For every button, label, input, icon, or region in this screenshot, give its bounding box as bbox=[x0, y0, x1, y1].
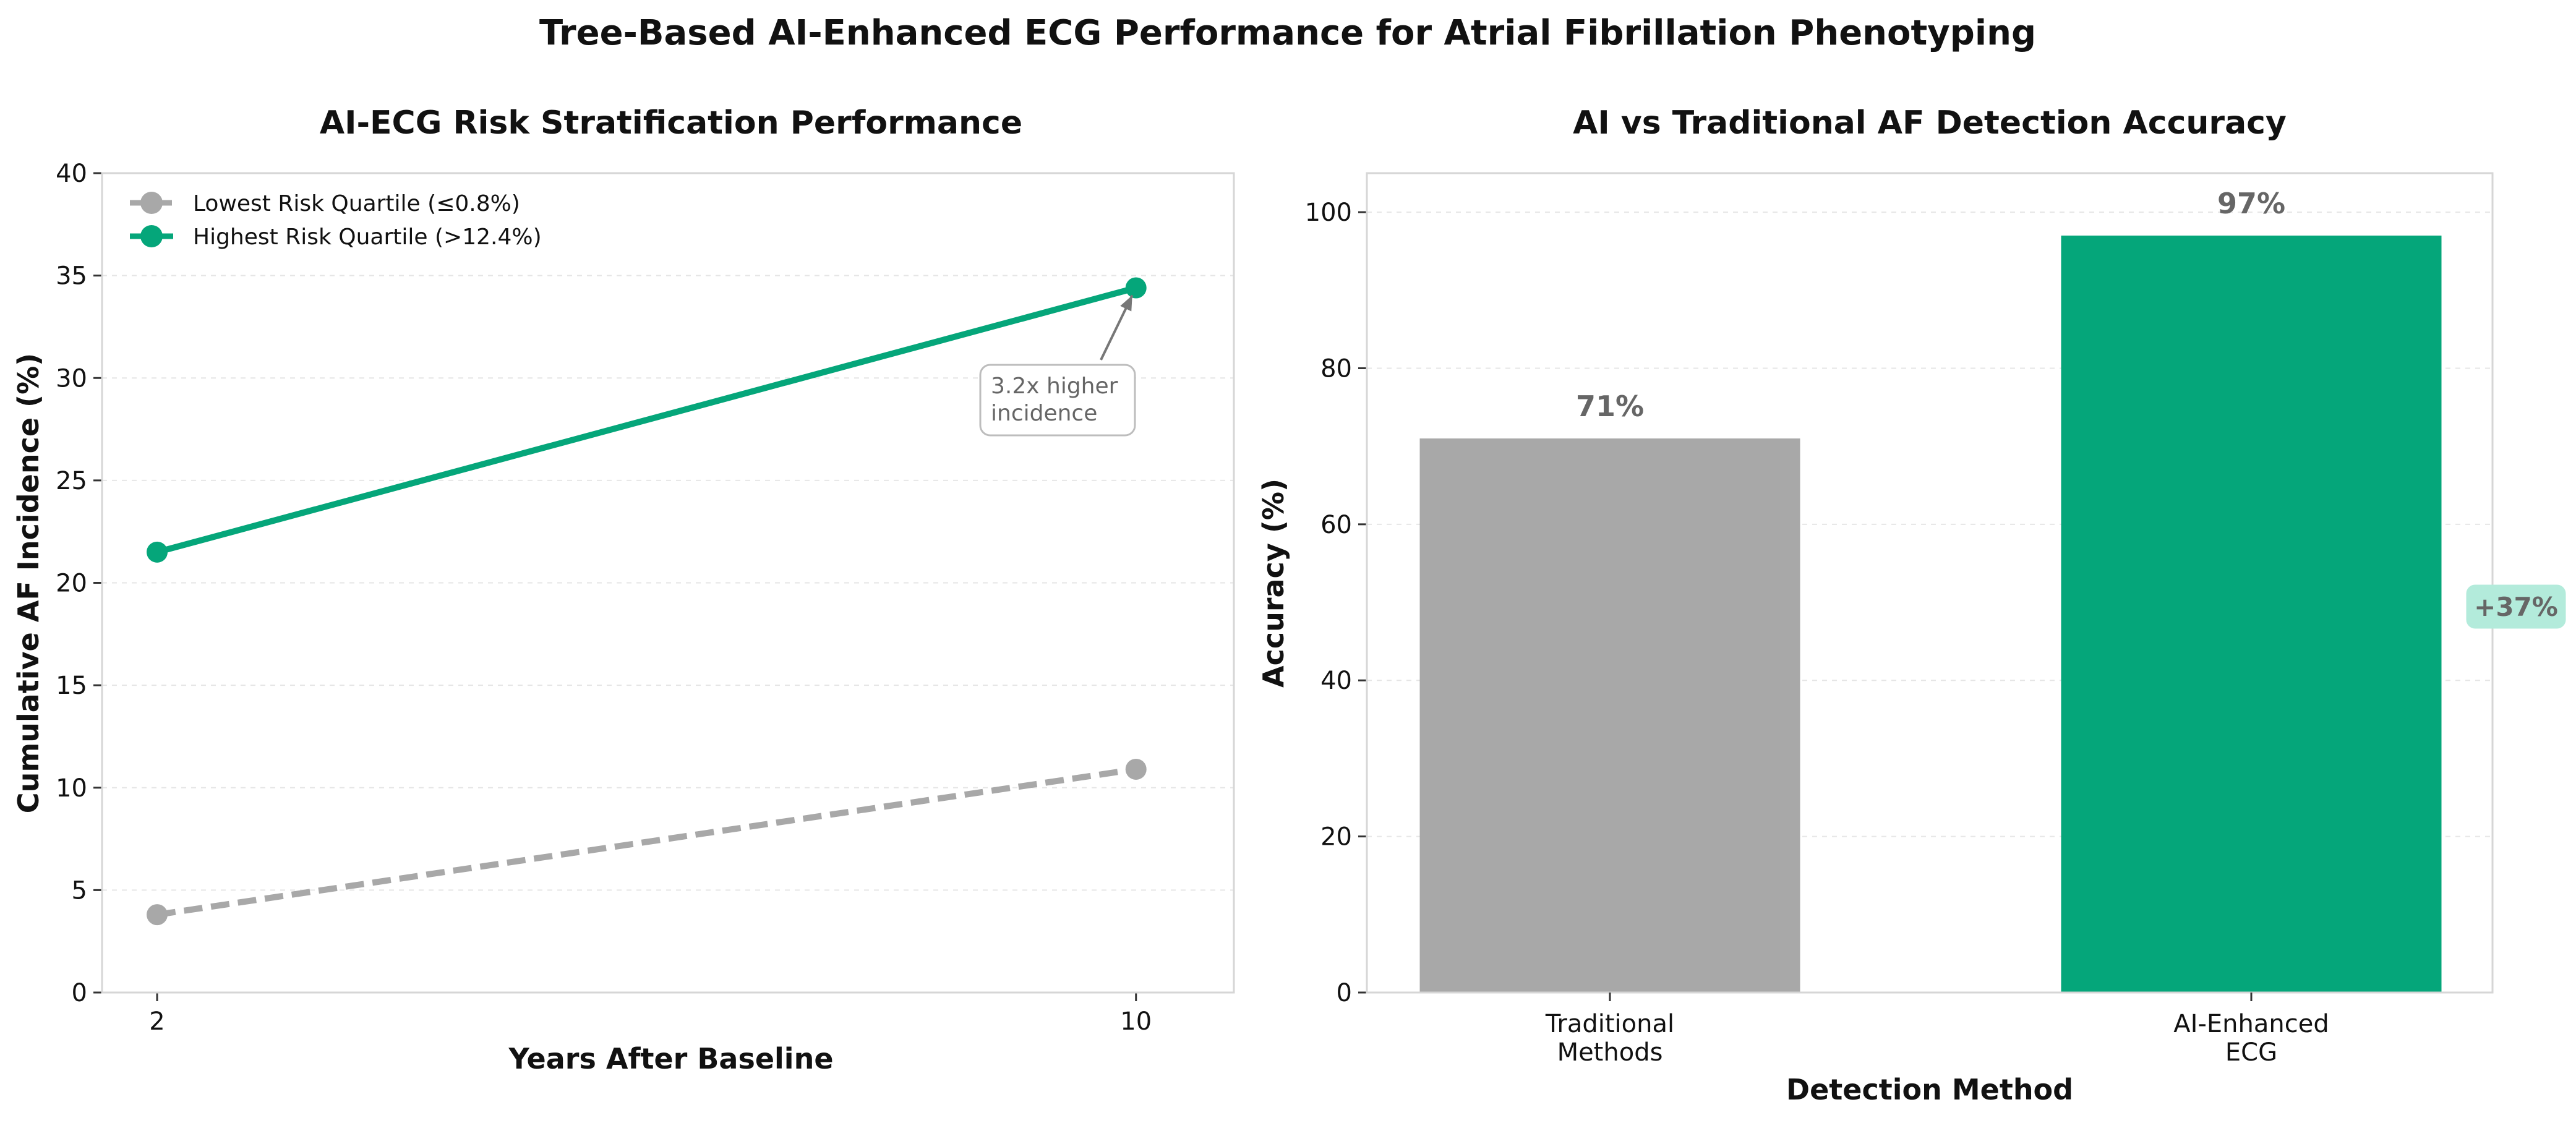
legend-label-highest: Highest Risk Quartile (>12.4%) bbox=[193, 224, 542, 250]
x-tick-label-line2: Methods bbox=[1557, 1038, 1663, 1067]
figure-title: Tree-Based AI-Enhanced ECG Performance f… bbox=[539, 13, 2036, 53]
legend-marker-highest bbox=[140, 225, 163, 247]
bar-chart-frame bbox=[1366, 172, 2494, 994]
annotation-text-line1: 3.2x higher bbox=[991, 374, 1118, 399]
bar-traditional bbox=[1419, 438, 1800, 993]
line-chart-x-axis-label: Years After Baseline bbox=[508, 1042, 833, 1075]
y-tick-label: 0 bbox=[72, 979, 87, 1007]
x-tick-label: 10 bbox=[1120, 1007, 1152, 1036]
annotation-arrowhead bbox=[1120, 295, 1132, 312]
bar-chart-y-ticks: 0 20 40 60 80 100 bbox=[1305, 199, 1367, 1007]
line-chart-frame bbox=[101, 172, 1235, 994]
bar-chart-y-axis-label: Accuracy (%) bbox=[1257, 479, 1290, 688]
y-tick-label: 40 bbox=[56, 160, 87, 188]
line-chart-y-ticks: 0 5 10 15 20 25 30 35 40 bbox=[56, 160, 102, 1007]
improvement-badge-bg bbox=[2466, 584, 2566, 629]
bar-chart-x-axis-label: Detection Method bbox=[1786, 1073, 2073, 1106]
bar-ai-enhanced bbox=[2061, 235, 2442, 993]
y-tick-label: 20 bbox=[1320, 823, 1352, 852]
line-chart-legend: Lowest Risk Quartile (≤0.8%) Highest Ris… bbox=[130, 191, 542, 250]
line-chart-y-axis-label: Cumulative AF Incidence (%) bbox=[12, 353, 45, 813]
x-tick-label-line1: AI-Enhanced bbox=[2173, 1010, 2329, 1038]
data-point-highest bbox=[1125, 277, 1147, 299]
improvement-badge: +37% bbox=[2466, 584, 2566, 629]
annotation-text-line2: incidence bbox=[991, 401, 1097, 426]
data-point-lowest bbox=[1125, 758, 1147, 780]
bar-value-label: 97% bbox=[2217, 187, 2285, 220]
data-point-highest bbox=[147, 541, 168, 563]
bar-chart-title: AI vs Traditional AF Detection Accuracy bbox=[1573, 105, 2287, 142]
series-line-lowest bbox=[156, 766, 1137, 918]
x-tick-label-line2: ECG bbox=[2225, 1038, 2277, 1067]
bar-chart-bars: 71% 97% bbox=[1419, 187, 2442, 993]
y-tick-label: 30 bbox=[56, 364, 87, 393]
y-tick-label: 35 bbox=[56, 262, 87, 291]
line-chart-series bbox=[147, 277, 1147, 926]
y-tick-label: 60 bbox=[1320, 511, 1352, 539]
y-tick-label: 20 bbox=[56, 570, 87, 598]
legend-label-lowest: Lowest Risk Quartile (≤0.8%) bbox=[193, 191, 520, 216]
annotation: 3.2x higher incidence bbox=[979, 294, 1136, 437]
y-tick-label: 15 bbox=[56, 672, 87, 700]
bar-value-label: 71% bbox=[1576, 390, 1644, 423]
line-chart-title: AI-ECG Risk Stratification Performance bbox=[320, 105, 1022, 142]
y-tick-label: 100 bbox=[1305, 199, 1352, 227]
legend-marker-lowest bbox=[140, 192, 163, 214]
annotation-box bbox=[979, 364, 1136, 437]
y-tick-label: 0 bbox=[1337, 979, 1352, 1007]
y-tick-label: 25 bbox=[56, 467, 87, 495]
line-chart: AI-ECG Risk Stratification Performance 0… bbox=[12, 105, 1235, 1075]
bar-chart: AI vs Traditional AF Detection Accuracy … bbox=[1257, 105, 2566, 1106]
series-line-highest bbox=[156, 284, 1137, 555]
data-point-lowest bbox=[147, 904, 168, 926]
x-tick-label-line1: Traditional bbox=[1545, 1010, 1674, 1038]
y-tick-label: 10 bbox=[56, 774, 87, 803]
x-tick-label: 2 bbox=[149, 1007, 165, 1036]
line-chart-x-ticks: 2 10 bbox=[149, 993, 1152, 1036]
y-tick-label: 80 bbox=[1320, 354, 1352, 383]
improvement-label: +37% bbox=[2474, 592, 2558, 622]
y-tick-label: 5 bbox=[72, 876, 87, 905]
line-chart-grid bbox=[102, 173, 1234, 891]
y-tick-label: 40 bbox=[1320, 667, 1352, 695]
